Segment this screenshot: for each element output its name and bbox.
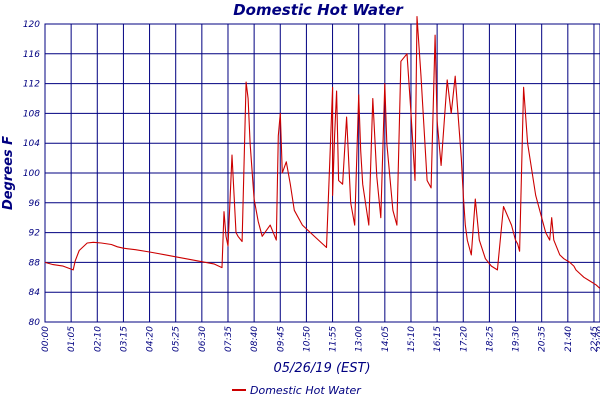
x-tick-label: 14:05 xyxy=(381,326,391,352)
x-tick-label: 05:25 xyxy=(172,326,182,352)
y-tick-label: 100 xyxy=(23,169,40,179)
series-group xyxy=(44,16,600,289)
x-tick-label: 11:55 xyxy=(329,326,339,352)
y-tick-label: 104 xyxy=(23,139,40,149)
y-axis-label: Degrees F xyxy=(1,136,16,210)
x-tick-label: 09:45 xyxy=(276,326,286,352)
x-tick-label: 22:45 xyxy=(590,326,600,352)
y-tick-label: 108 xyxy=(23,109,40,119)
y-tick-label: 92 xyxy=(29,229,41,239)
x-tick-label: 10:50 xyxy=(302,326,312,352)
x-tick-label: 21:40 xyxy=(564,326,574,352)
y-tick-label: 88 xyxy=(29,258,41,268)
legend[interactable]: Domestic Hot Water xyxy=(232,384,362,397)
legend-label: Domestic Hot Water xyxy=(250,384,362,397)
x-tick-label: 18:25 xyxy=(485,326,495,352)
y-axis-ticks: 80 84 88 92 96 100 104 108 112 116 120 xyxy=(23,20,40,328)
x-tick-label: 20:35 xyxy=(538,326,548,352)
x-tick-label: 06:30 xyxy=(198,326,208,352)
x-tick-label: 23:00 xyxy=(596,326,600,352)
series-line-domestic-hot-water xyxy=(44,16,600,289)
x-tick-label: 08:40 xyxy=(250,326,260,352)
y-tick-label: 120 xyxy=(23,20,40,30)
y-tick-label: 112 xyxy=(23,80,40,90)
x-tick-label: 16:15 xyxy=(433,326,443,352)
x-tick-label: 01:05 xyxy=(67,326,77,352)
x-tick-label: 19:30 xyxy=(512,326,522,352)
y-tick-label: 80 xyxy=(29,318,41,328)
x-tick-label: 03:15 xyxy=(119,326,129,352)
x-tick-label: 13:00 xyxy=(355,326,365,352)
y-tick-label: 116 xyxy=(23,50,40,60)
x-tick-label: 07:35 xyxy=(224,326,234,352)
x-tick-label: 00:00 xyxy=(41,326,51,352)
x-axis-label: 05/26/19 (EST) xyxy=(273,361,370,376)
chart-title: Domestic Hot Water xyxy=(233,1,404,19)
y-tick-label: 96 xyxy=(29,199,41,209)
plot-frame xyxy=(44,23,600,323)
y-tick-label: 84 xyxy=(29,288,41,298)
x-axis-ticks: 00:00 01:05 02:10 03:15 04:20 05:25 06:30 07:35… xyxy=(41,326,600,352)
x-tick-label: 02:10 xyxy=(93,326,103,352)
x-tick-label: 15:10 xyxy=(407,326,417,352)
x-tick-label: 17:20 xyxy=(459,326,469,352)
x-tick-label: 04:20 xyxy=(146,326,156,352)
